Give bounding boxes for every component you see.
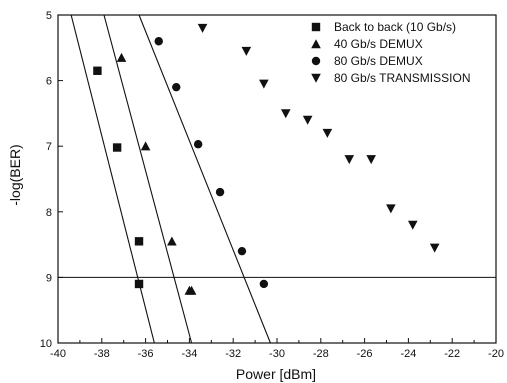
- data-point-series-4: [197, 23, 208, 33]
- y-tick-label: 9: [46, 272, 52, 284]
- data-point-series-4: [344, 155, 355, 165]
- fit-line-series-2: [103, 14, 193, 344]
- y-tick-label: 10: [40, 338, 52, 350]
- data-point-series-4: [241, 46, 252, 56]
- y-tick-label: 6: [46, 76, 52, 88]
- plot-frame: [57, 14, 497, 344]
- x-tick-label: -20: [488, 348, 504, 360]
- y-axis-title: -log(BER): [7, 144, 23, 205]
- x-tick-label: -26: [357, 348, 373, 360]
- data-markers: [93, 23, 440, 295]
- data-point-series-1: [93, 66, 102, 75]
- y-axis-ticks: 5 6 7 8 9 10: [40, 10, 63, 350]
- data-point-series-4: [280, 109, 291, 119]
- legend-marker-series-1: [311, 22, 321, 32]
- x-tick-label: -30: [269, 348, 285, 360]
- data-point-series-2: [140, 141, 151, 151]
- legend-marker-series-3: [311, 56, 321, 66]
- data-point-series-4: [259, 79, 269, 89]
- x-tick-label: -40: [50, 348, 66, 360]
- data-point-series-2: [167, 236, 177, 246]
- x-axis-title: Power [dBm]: [236, 366, 316, 382]
- data-point-series-2: [116, 52, 127, 62]
- y-tick-label: 7: [46, 141, 52, 153]
- data-point-series-3: [215, 187, 225, 197]
- data-point-series-1: [112, 143, 122, 152]
- data-point-series-3: [259, 279, 269, 289]
- data-point-series-4: [429, 243, 440, 253]
- legend-label-series-1: Back to back (10 Gb/s): [334, 20, 456, 34]
- x-tick-label: -22: [444, 348, 460, 360]
- data-point-series-1: [134, 279, 144, 289]
- legend-label-series-2: 40 Gb/s DEMUX: [334, 37, 423, 51]
- x-tick-label: -32: [225, 348, 241, 360]
- data-point-series-4: [322, 128, 333, 138]
- x-tick-label: -38: [94, 348, 110, 360]
- x-tick-label: -24: [400, 348, 416, 360]
- legend-label-series-3: 80 Gb/s DEMUX: [334, 54, 423, 68]
- data-point-series-4: [386, 204, 396, 214]
- data-point-series-3: [172, 82, 181, 92]
- data-point-series-3: [154, 37, 163, 46]
- x-tick-label: -34: [181, 348, 197, 360]
- data-point-series-4: [407, 220, 418, 230]
- y-tick-label: 8: [46, 207, 52, 219]
- y-tick-label: 5: [46, 10, 52, 22]
- x-axis-ticks: -40 -38 -36 -34 -32 -30 -28 -26 -24 -22 -20: [50, 338, 504, 360]
- data-point-series-2: [186, 285, 197, 295]
- data-point-series-3: [237, 246, 247, 256]
- x-tick-label: -28: [313, 348, 329, 360]
- legend: Back to back (10 Gb/s) 40 Gb/s DEMUX 80 Gb…: [311, 20, 470, 85]
- data-point-series-1: [134, 237, 144, 246]
- data-point-series-3: [193, 140, 203, 149]
- fit-lines: [70, 14, 271, 344]
- legend-marker-series-2: [311, 39, 321, 49]
- data-point-series-4: [302, 115, 313, 125]
- fit-line-series-1: [70, 14, 155, 344]
- legend-marker-series-4: [311, 73, 321, 83]
- legend-label-series-4: 80 Gb/s TRANSMISSION: [334, 71, 470, 85]
- axes: [57, 14, 497, 344]
- data-point-series-4: [366, 155, 376, 165]
- fit-line-series-3: [138, 14, 271, 344]
- x-tick-label: -36: [138, 348, 154, 360]
